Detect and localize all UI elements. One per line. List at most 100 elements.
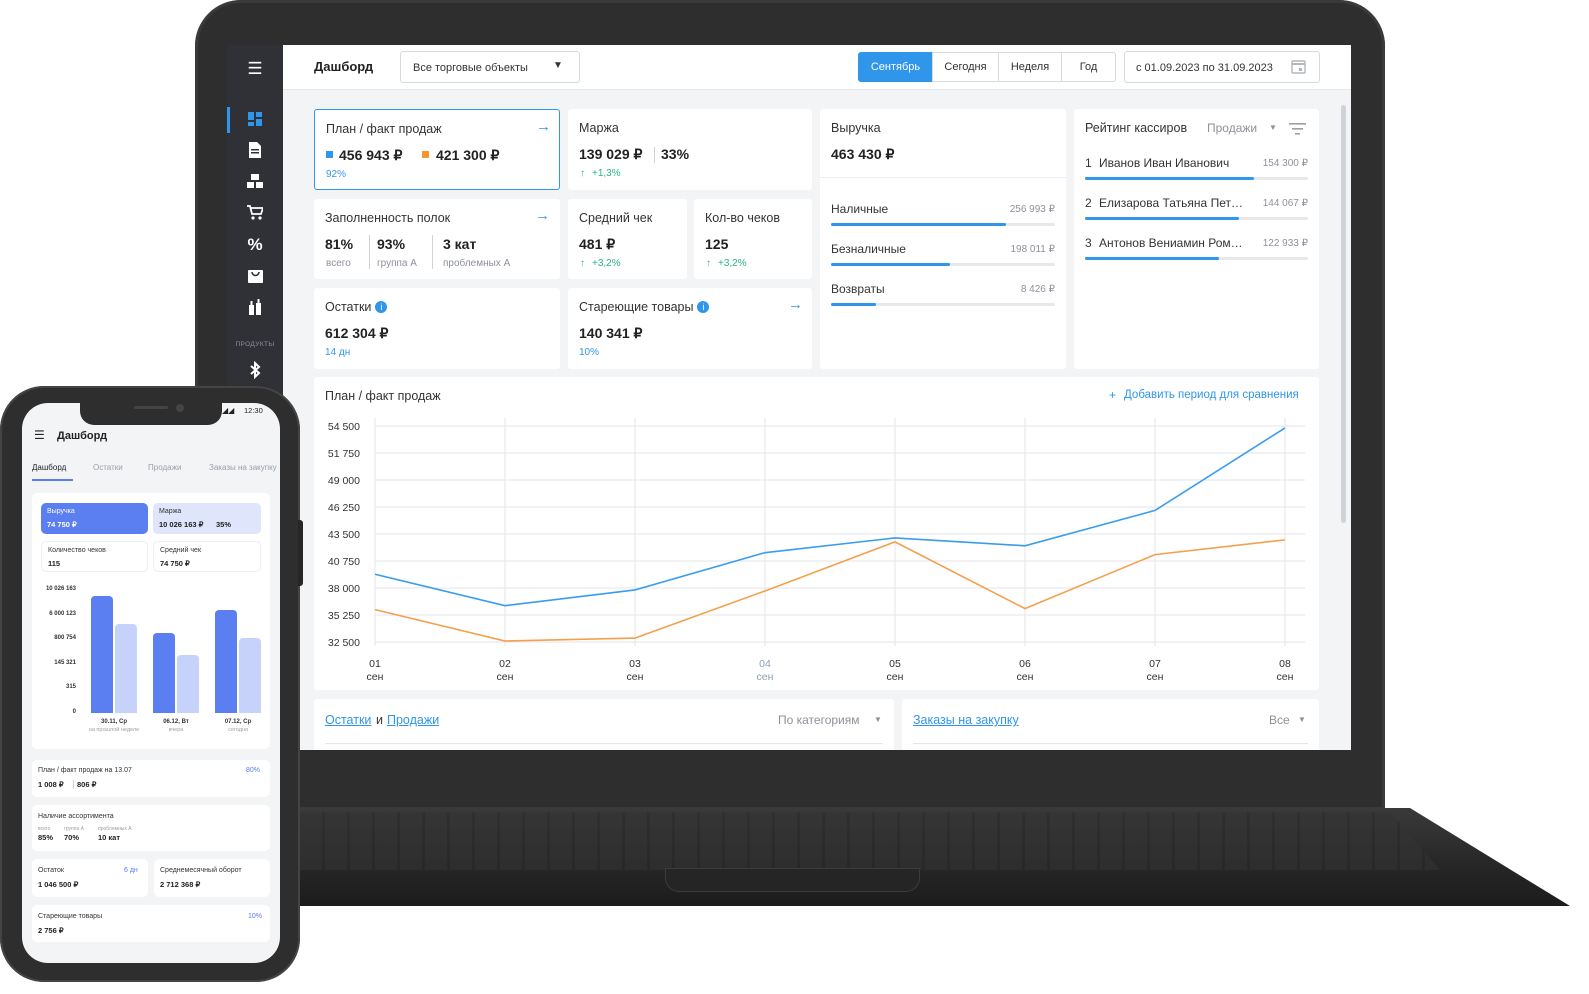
y-tick-label: 54 500 xyxy=(328,421,360,433)
checks-count-title: Кол-во чеков xyxy=(705,211,781,225)
phone-menu-icon[interactable]: ☰ xyxy=(34,428,45,442)
cart-icon[interactable] xyxy=(246,205,265,223)
plan-legend-square xyxy=(326,151,333,158)
phone-checks-tile[interactable]: Количество чеков 115 xyxy=(41,541,148,572)
phone-stock-card[interactable]: Остаток 6 дн 1 046 500 ₽ xyxy=(32,859,148,897)
arrow-right-icon[interactable]: → xyxy=(536,118,551,135)
category-filter[interactable]: По категориям xyxy=(778,713,860,727)
sidebar-active-indicator xyxy=(227,107,230,133)
revenue-progress-fill xyxy=(831,263,950,266)
bottles-icon[interactable] xyxy=(246,299,264,317)
phone-margin-tile[interactable]: Маржа 10 026 163 ₽ 35% xyxy=(153,503,261,534)
page-title: Дашборд xyxy=(314,59,374,74)
chart-title: План / факт продаж xyxy=(325,389,441,403)
scrollbar-thumb[interactable] xyxy=(1341,105,1346,523)
shelves-card[interactable]: Заполненность полок → 81% всего 93% груп… xyxy=(314,199,560,279)
cashier-rank: 3 xyxy=(1085,236,1092,250)
add-period-link[interactable]: Добавить период для сравнения xyxy=(1124,389,1299,401)
revenue-row-value: 256 993 ₽ xyxy=(1009,204,1055,215)
info-icon[interactable]: i xyxy=(697,301,710,313)
margin-card[interactable]: Маржа 139 029 ₽ 33% ↑ +1,3% xyxy=(568,109,812,190)
phone-aging-card[interactable]: Стареющие товары 10% 2 756 ₽ xyxy=(32,905,270,942)
menu-icon[interactable]: ☰ xyxy=(247,59,263,78)
revenue-progress-bar xyxy=(831,303,1055,306)
phone-assort-v1: 85% xyxy=(38,833,54,842)
speaker xyxy=(134,406,168,409)
phone-screen: 12:30 ◢◢ ☰ Дашборд Дашборд Остатки Прода… xyxy=(22,403,280,963)
x-tick-label: 07 xyxy=(1149,658,1161,670)
phone-assort-card[interactable]: Наличие ассортимента всего 85% группа А … xyxy=(32,805,270,851)
arrow-right-icon[interactable]: → xyxy=(788,296,803,313)
chevron-down-icon[interactable]: ▼ xyxy=(1298,715,1306,724)
period-tab-year[interactable]: Год xyxy=(1061,52,1116,82)
aging-value: 140 341 ₽ xyxy=(579,325,643,341)
phone-avg-tile[interactable]: Средний чек 74 750 ₽ xyxy=(153,541,261,572)
filter-icon[interactable] xyxy=(1289,122,1306,140)
phone-bar-sub: сегодня xyxy=(228,727,248,733)
phone-y-tick: 800 754 xyxy=(54,635,76,642)
cashier-rank: 1 xyxy=(1085,156,1092,170)
phone-tab-stock[interactable]: Остатки xyxy=(93,463,123,472)
x-tick-label: 08 xyxy=(1279,658,1291,670)
checks-count-card[interactable]: Кол-во чеков 125 ↑ +3,2% xyxy=(694,199,812,279)
phone-stock-label: Остаток xyxy=(38,867,64,874)
boxes-icon[interactable] xyxy=(246,173,264,191)
y-tick-label: 46 250 xyxy=(328,502,360,514)
arrow-right-icon[interactable]: → xyxy=(535,207,550,224)
purchase-orders-link[interactable]: Заказы на закупку xyxy=(913,713,1019,727)
shelves-group-label: группа А xyxy=(377,258,417,269)
avg-check-delta: +3,2% xyxy=(592,258,621,269)
phone-revenue-tile[interactable]: Выручка 74 750 ₽ xyxy=(41,503,148,534)
percent-icon[interactable]: % xyxy=(247,235,263,254)
x-tick-label: 04 xyxy=(759,658,771,670)
info-icon[interactable]: i xyxy=(375,301,388,313)
bag-icon[interactable] xyxy=(246,267,264,285)
stock-card[interactable]: Остатки i 612 304 ₽ 14 дн xyxy=(314,288,560,369)
cashier-rank: 2 xyxy=(1085,196,1092,210)
plan-fact-percent: 92% xyxy=(326,169,347,180)
aging-card[interactable]: Стареющие товары i → 140 341 ₽ 10% xyxy=(568,288,812,369)
phone-tab-orders[interactable]: Заказы на закупку xyxy=(209,463,277,472)
stock-sales-card: Остатки и Продажи По категориям ▼ xyxy=(314,699,894,750)
cashier-progress-bar xyxy=(1085,217,1308,220)
aging-title: Стареющие товары i xyxy=(579,300,710,314)
x-tick-label: 03 xyxy=(629,658,641,670)
revenue-title: Выручка xyxy=(831,121,881,135)
date-range-picker[interactable]: с 01.09.2023 по 31.09.2023 xyxy=(1124,51,1320,83)
phone-tab-sales[interactable]: Продажи xyxy=(148,463,182,472)
laptop-keyboard xyxy=(300,812,1440,870)
dashboard-icon[interactable] xyxy=(246,111,264,129)
phone-side-button xyxy=(298,520,303,586)
sales-link[interactable]: Продажи xyxy=(387,713,440,727)
series-line-1 xyxy=(374,427,1286,607)
stock-link[interactable]: Остатки xyxy=(325,713,372,727)
table-header-line xyxy=(913,743,1308,744)
phone-turnover-card[interactable]: Среднемесячный оборот 2 712 368 ₽ xyxy=(154,859,270,897)
phone-aging-value: 2 756 ₽ xyxy=(38,926,64,935)
x-tick-month: сен xyxy=(367,671,384,683)
phone-plan-percent: 80% xyxy=(246,767,261,774)
document-icon[interactable] xyxy=(246,142,264,160)
plan-fact-card[interactable]: План / факт продаж → 456 943 ₽ 421 300 ₽… xyxy=(314,109,560,190)
bluetooth-icon[interactable] xyxy=(246,360,264,380)
revenue-row-value: 8 426 ₽ xyxy=(1020,284,1055,295)
period-tab-week[interactable]: Неделя xyxy=(998,52,1062,82)
period-tab-today[interactable]: Сегодня xyxy=(932,52,999,82)
y-tick-label: 49 000 xyxy=(328,475,360,487)
chevron-down-icon[interactable]: ▼ xyxy=(874,715,882,724)
phone-aging-percent: 10% xyxy=(248,913,263,920)
phone-plan-card[interactable]: План / факт продаж на 13.07 80% 1 008 ₽ … xyxy=(32,760,270,797)
chevron-down-icon[interactable]: ▼ xyxy=(1269,123,1277,132)
phone-assort-label: Наличие ассортимента xyxy=(38,813,114,820)
shelves-problem-label: проблемных А xyxy=(443,258,511,269)
x-tick-month: сен xyxy=(1017,671,1034,683)
orders-filter[interactable]: Все xyxy=(1269,713,1290,727)
phone-tab-dashboard[interactable]: Дашборд xyxy=(32,463,67,472)
x-tick-month: сен xyxy=(1147,671,1164,683)
period-tab-month[interactable]: Сентябрь xyxy=(858,52,933,82)
phone-kpi-card: Выручка 74 750 ₽ Маржа 10 026 163 ₽ 35% … xyxy=(32,493,270,749)
plus-icon[interactable]: + xyxy=(1109,388,1117,402)
avg-check-card[interactable]: Средний чек 481 ₽ ↑ +3,2% xyxy=(568,199,687,279)
store-select[interactable]: Все торговые объекты ▼ xyxy=(400,51,580,83)
cashiers-filter[interactable]: Продажи xyxy=(1207,121,1258,135)
